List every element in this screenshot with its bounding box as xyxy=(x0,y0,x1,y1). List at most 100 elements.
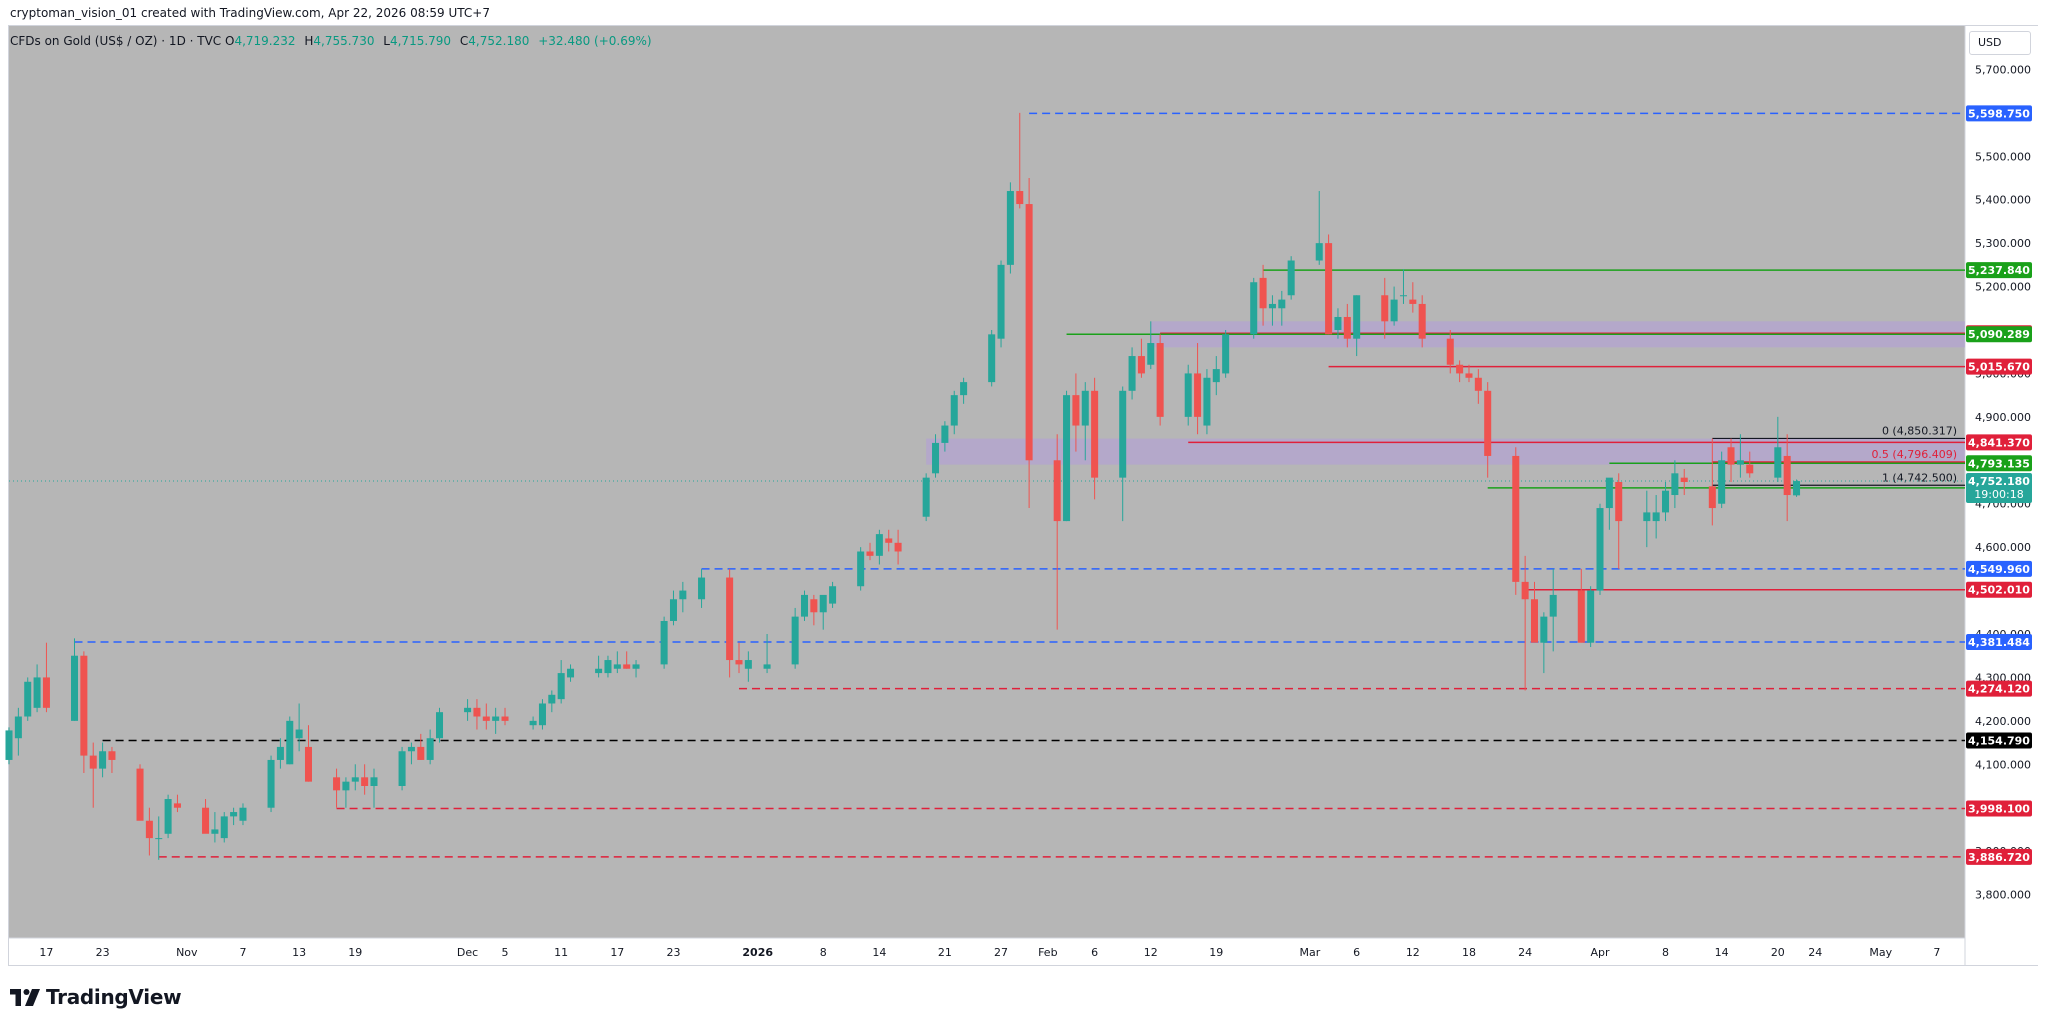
candle-body xyxy=(623,664,631,669)
candle-body xyxy=(1605,477,1613,509)
change-value: +32.480 (+0.69%) xyxy=(538,34,652,48)
candle-body xyxy=(595,668,603,674)
candle-body xyxy=(426,738,434,760)
level-price-label-bg xyxy=(1966,581,2032,598)
candle-body xyxy=(435,712,444,739)
fib-level-label: 0.5 (4,796.409) xyxy=(1871,448,1957,461)
y-tick-label: 5,300.000 xyxy=(1975,237,2031,250)
x-tick-label: 19 xyxy=(1209,946,1223,959)
candle-body xyxy=(230,812,238,817)
candle-body xyxy=(1680,477,1688,482)
candle-body xyxy=(1025,204,1033,461)
level-price-label-bg xyxy=(1966,326,2032,343)
candle-body xyxy=(1736,460,1744,465)
candle-body xyxy=(492,716,500,721)
candle-body xyxy=(108,751,116,760)
candle-body xyxy=(922,477,930,517)
high-value: 4,755.730 xyxy=(313,34,375,48)
candle-body xyxy=(829,586,837,604)
candle-body xyxy=(885,538,893,543)
candle-body xyxy=(1072,395,1080,426)
level-price-label-bg xyxy=(1966,434,2032,451)
candle-body xyxy=(1727,447,1735,465)
candle-body xyxy=(239,807,247,821)
x-tick-label: 19 xyxy=(348,946,362,959)
level-price-label-bg xyxy=(1966,105,2032,122)
candle-body xyxy=(632,664,640,669)
candle-body xyxy=(866,551,874,556)
level-price-label: 5,015.670 xyxy=(1968,361,2030,374)
x-tick-label: 27 xyxy=(994,946,1008,959)
candle-body xyxy=(810,599,818,613)
candle-body xyxy=(1212,369,1220,383)
candle-body xyxy=(1409,299,1417,304)
candle-body xyxy=(567,668,575,678)
candle-body xyxy=(304,746,312,782)
candle-body xyxy=(1390,299,1398,322)
level-price-label-bg xyxy=(1966,848,2032,865)
candle-body xyxy=(1774,447,1782,478)
fib-level-label: 0 (4,850.317) xyxy=(1882,424,1957,437)
y-tick-label: 4,200.000 xyxy=(1975,715,2031,728)
candle-body xyxy=(398,751,406,786)
x-tick-label: 18 xyxy=(1462,946,1476,959)
x-tick-label: Feb xyxy=(1038,946,1057,959)
candle-body xyxy=(1465,373,1473,378)
level-price-label: 4,841.370 xyxy=(1968,436,2030,449)
x-tick-label: Mar xyxy=(1299,946,1320,959)
candle-body xyxy=(1006,191,1014,265)
level-price-label: 4,793.135 xyxy=(1968,457,2030,470)
candle-body xyxy=(1662,490,1670,513)
x-tick-label: 14 xyxy=(872,946,886,959)
candle-body xyxy=(1325,243,1333,335)
candle-body xyxy=(875,534,883,556)
tradingview-logo-icon xyxy=(10,988,40,1006)
candle-body xyxy=(1652,512,1660,522)
candle-body xyxy=(1156,343,1164,417)
x-tick-label: 20 xyxy=(1771,946,1785,959)
tradingview-brand[interactable]: TradingView xyxy=(10,985,182,1009)
candle-body xyxy=(997,264,1005,339)
x-tick-label: Apr xyxy=(1590,946,1610,959)
candle-body xyxy=(679,590,687,600)
candle-body xyxy=(1615,482,1623,522)
level-price-label: 4,381.484 xyxy=(1968,636,2030,649)
candle-body xyxy=(791,616,799,665)
candle-body xyxy=(744,660,752,669)
candle-body xyxy=(220,816,228,839)
candle-body xyxy=(342,781,350,791)
x-tick-label: 23 xyxy=(666,946,680,959)
candle-body xyxy=(155,838,163,840)
candle-body xyxy=(669,599,677,621)
y-tick-label: 3,800.000 xyxy=(1975,889,2031,902)
candle-body xyxy=(1278,299,1286,309)
candle-body xyxy=(1063,395,1071,522)
candle-body xyxy=(726,577,734,661)
x-tick-label: Nov xyxy=(176,946,198,959)
x-tick-label: 12 xyxy=(1406,946,1420,959)
level-price-label-bg xyxy=(1966,634,2032,651)
candle-body xyxy=(1119,390,1127,478)
x-tick-label: 7 xyxy=(1933,946,1940,959)
currency-button[interactable]: USD xyxy=(1969,31,2031,55)
candle-body xyxy=(1399,295,1407,297)
bar-countdown: 19:00:18 xyxy=(1974,488,2023,501)
x-tick-label: 6 xyxy=(1353,946,1360,959)
candle-body xyxy=(1184,373,1192,417)
x-tick-label: 17 xyxy=(39,946,53,959)
candle-body xyxy=(99,751,107,769)
candle-body xyxy=(286,720,294,765)
y-tick-label: 5,700.000 xyxy=(1975,63,2031,76)
candle-body xyxy=(89,755,97,769)
level-price-label: 3,998.100 xyxy=(1968,803,2030,816)
candle-body xyxy=(1287,260,1295,296)
candle-body xyxy=(1250,282,1258,335)
candle-body xyxy=(1577,590,1585,643)
candle-body xyxy=(1456,364,1464,374)
y-tick-label: 5,200.000 xyxy=(1975,281,2031,294)
candle-body xyxy=(1016,191,1024,205)
x-tick-label: 13 xyxy=(292,946,306,959)
candle-body xyxy=(1268,303,1276,309)
candle-body xyxy=(819,594,827,613)
